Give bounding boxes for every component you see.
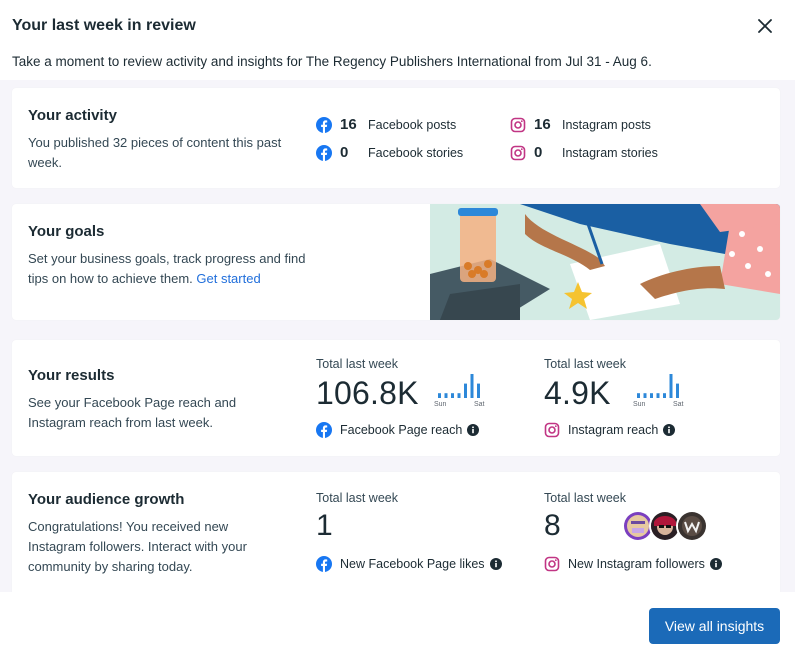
instagram-icon bbox=[510, 145, 526, 160]
spark-end-label: Sat bbox=[474, 401, 485, 408]
facebook-likes-label-row: New Facebook Page likes bbox=[316, 556, 502, 572]
view-all-insights-button[interactable]: View all insights bbox=[649, 608, 780, 644]
results-description: See your Facebook Page reach and Instagr… bbox=[28, 395, 237, 430]
spark-bar bbox=[643, 393, 647, 398]
spark-end-label: Sat bbox=[673, 401, 684, 408]
activity-description: You published 32 pieces of content this … bbox=[28, 135, 282, 170]
spark-bar bbox=[470, 374, 474, 398]
facebook-likes-label: New Facebook Page likes bbox=[340, 557, 485, 571]
instagram-icon bbox=[510, 117, 526, 132]
audience-description: Congratulations! You received new Instag… bbox=[28, 519, 247, 574]
facebook-reach-caption: Total last week bbox=[316, 357, 398, 371]
instagram-followers-label-row: New Instagram followers bbox=[544, 556, 722, 572]
stat-facebook-posts: 16 Facebook posts bbox=[316, 116, 456, 133]
spark-bar bbox=[669, 374, 673, 398]
facebook-reach-label-row: Facebook Page reach bbox=[316, 422, 480, 438]
spark-bar bbox=[457, 393, 461, 398]
dialog-subtitle: Take a moment to review activity and ins… bbox=[12, 54, 652, 69]
results-card: Your results See your Facebook Page reac… bbox=[12, 340, 780, 456]
facebook-reach-value: 106.8K bbox=[316, 375, 419, 411]
info-icon[interactable] bbox=[663, 424, 676, 436]
instagram-stories-label: Instagram stories bbox=[562, 145, 658, 160]
close-icon bbox=[758, 19, 772, 33]
spark-bar bbox=[451, 393, 454, 398]
facebook-icon bbox=[316, 116, 332, 133]
goals-description-text: Set your business goals, track progress … bbox=[28, 251, 306, 286]
facebook-posts-count: 16 bbox=[340, 116, 357, 133]
dialog-title: Your last week in review bbox=[12, 17, 196, 34]
instagram-icon bbox=[544, 556, 560, 572]
activity-title: Your activity bbox=[28, 107, 117, 124]
get-started-link[interactable]: Get started bbox=[196, 271, 261, 286]
instagram-followers-caption: Total last week bbox=[544, 491, 626, 505]
facebook-reach-sparkline: Sun Sat bbox=[434, 374, 485, 408]
spark-start-label: Sun bbox=[633, 401, 646, 408]
facebook-likes-value: 1 bbox=[316, 509, 333, 542]
spark-bar bbox=[663, 393, 666, 398]
goals-description: Set your business goals, track progress … bbox=[28, 249, 308, 289]
stat-instagram-posts: 16 Instagram posts bbox=[510, 116, 651, 133]
facebook-stories-count: 0 bbox=[340, 144, 349, 161]
instagram-posts-count: 16 bbox=[534, 116, 551, 133]
spark-bar bbox=[656, 393, 660, 398]
follower-avatars bbox=[622, 510, 708, 542]
instagram-stories-count: 0 bbox=[534, 144, 543, 161]
stat-facebook-stories: 0 Facebook stories bbox=[316, 144, 463, 161]
instagram-reach-caption: Total last week bbox=[544, 357, 626, 371]
spark-bar bbox=[438, 393, 441, 398]
spark-bar bbox=[464, 383, 467, 398]
activity-card: Your activity You published 32 pieces of… bbox=[12, 88, 780, 188]
content-scroll-area[interactable]: Your activity You published 32 pieces of… bbox=[0, 80, 795, 592]
facebook-likes-caption: Total last week bbox=[316, 491, 398, 505]
stat-instagram-stories: 0 Instagram stories bbox=[510, 144, 658, 161]
instagram-icon bbox=[544, 422, 560, 438]
audience-card: Your audience growth Congratulations! Yo… bbox=[12, 472, 780, 592]
spark-bar bbox=[650, 393, 653, 398]
spark-start-label: Sun bbox=[434, 401, 447, 408]
instagram-followers-value: 8 bbox=[544, 509, 561, 542]
goals-title: Your goals bbox=[28, 223, 105, 240]
facebook-icon bbox=[316, 556, 332, 572]
avatar[interactable] bbox=[649, 510, 681, 542]
facebook-icon bbox=[316, 144, 332, 161]
info-icon[interactable] bbox=[709, 558, 722, 570]
facebook-posts-label: Facebook posts bbox=[368, 117, 457, 132]
spark-bar bbox=[477, 383, 480, 398]
facebook-icon bbox=[316, 422, 332, 438]
facebook-stories-label: Facebook stories bbox=[368, 145, 464, 160]
avatar[interactable] bbox=[676, 510, 708, 542]
info-icon[interactable] bbox=[467, 424, 480, 436]
goals-illustration bbox=[430, 204, 780, 320]
spark-bar bbox=[676, 383, 679, 398]
instagram-reach-value: 4.9K bbox=[544, 375, 611, 411]
instagram-reach-sparkline: Sun Sat bbox=[633, 374, 684, 408]
instagram-reach-label: Instagram reach bbox=[568, 423, 659, 437]
close-button[interactable] bbox=[753, 14, 777, 38]
results-title: Your results bbox=[28, 367, 115, 384]
instagram-reach-label-row: Instagram reach bbox=[544, 422, 676, 438]
goals-card: Your goals Set your business goals, trac… bbox=[12, 204, 780, 320]
info-icon[interactable] bbox=[489, 558, 502, 570]
audience-title: Your audience growth bbox=[28, 491, 185, 508]
instagram-followers-label: New Instagram followers bbox=[568, 557, 705, 571]
spark-bar bbox=[444, 393, 448, 398]
spark-bar bbox=[637, 393, 640, 398]
instagram-posts-label: Instagram posts bbox=[562, 117, 651, 132]
facebook-reach-label: Facebook Page reach bbox=[340, 423, 463, 437]
